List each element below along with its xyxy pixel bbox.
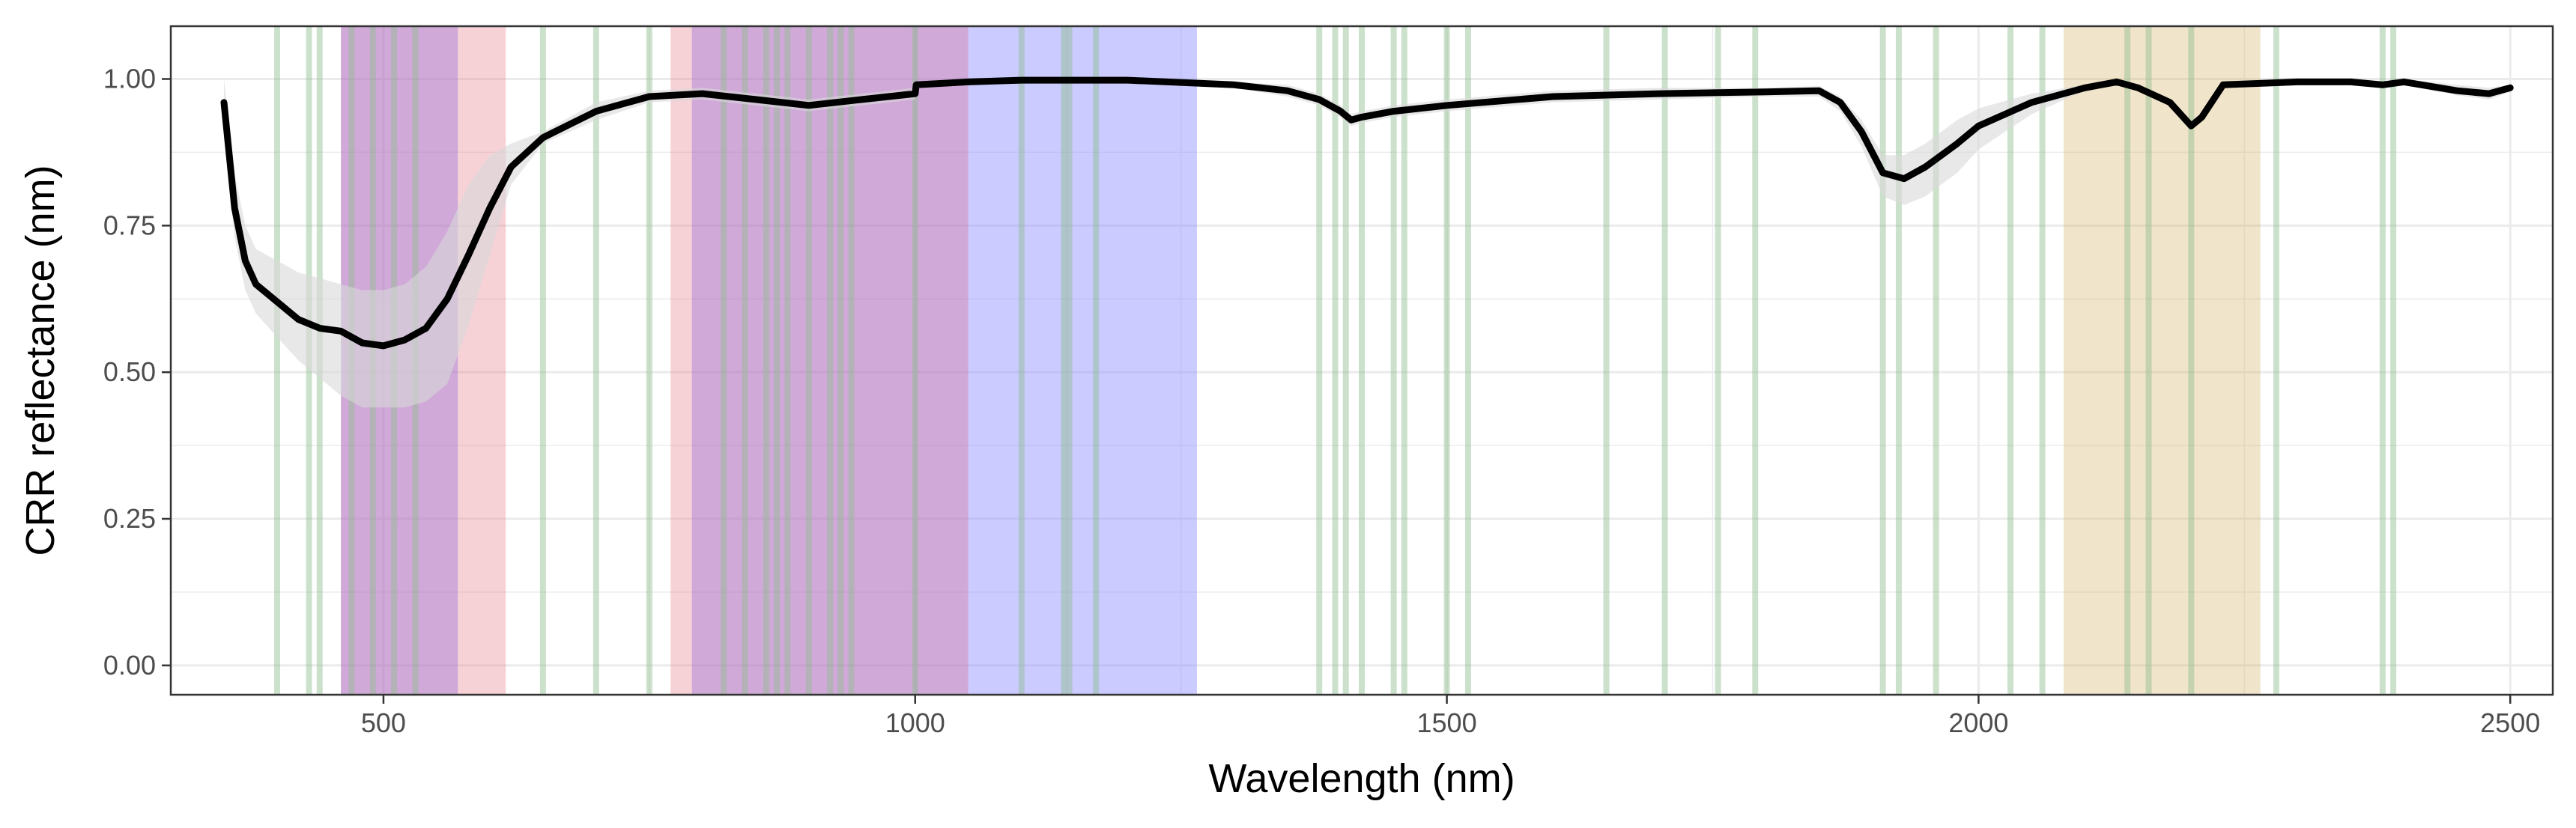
band-line bbox=[774, 26, 781, 695]
band-line bbox=[1464, 26, 1471, 695]
series-line bbox=[220, 76, 2514, 350]
x-tick-label: 1000 bbox=[885, 707, 945, 738]
x-tick-label: 2500 bbox=[2480, 707, 2540, 738]
y-tick-label: 0.25 bbox=[103, 503, 156, 534]
band-line bbox=[763, 26, 769, 695]
shaded-band bbox=[458, 26, 506, 695]
band-line bbox=[273, 26, 280, 695]
band-line bbox=[1332, 26, 1339, 695]
x-axis-title: Wavelength (nm) bbox=[1208, 756, 1515, 801]
band-line bbox=[2039, 26, 2046, 695]
band-line bbox=[1879, 26, 1886, 695]
band-line bbox=[837, 26, 844, 695]
band-line bbox=[742, 26, 748, 695]
band-line bbox=[1661, 26, 1668, 695]
shaded-band bbox=[670, 26, 692, 695]
band-line bbox=[2273, 26, 2279, 695]
band-line bbox=[1390, 26, 1397, 695]
band-line bbox=[827, 26, 834, 695]
band-line bbox=[1401, 26, 1407, 695]
band-line bbox=[784, 26, 791, 695]
band-line bbox=[1018, 26, 1025, 695]
axis-labels: 500 1000 1500 2000 2500 0.00 0.25 0.50 0.75 1.00 bbox=[103, 64, 2540, 739]
band-line bbox=[1752, 26, 1759, 695]
y-tick-label: 0.50 bbox=[103, 356, 156, 387]
band-line bbox=[593, 26, 599, 695]
band-line bbox=[805, 26, 812, 695]
y-axis-title: CRR reflectance (nm) bbox=[18, 165, 63, 555]
band-line bbox=[2007, 26, 2013, 695]
shaded-bands bbox=[341, 26, 2261, 695]
band-line bbox=[1342, 26, 1349, 695]
band-line bbox=[2379, 26, 2386, 695]
shaded-band bbox=[2063, 26, 2261, 695]
x-tick-label: 2000 bbox=[1948, 707, 2008, 738]
band-line bbox=[1933, 26, 1939, 695]
band-line bbox=[1715, 26, 1721, 695]
band-line bbox=[912, 26, 918, 695]
x-tick-label: 500 bbox=[361, 707, 406, 738]
band-line bbox=[1603, 26, 1610, 695]
band-line bbox=[1895, 26, 1902, 695]
panel-border bbox=[169, 25, 2554, 696]
band-line bbox=[2124, 26, 2131, 695]
band-line bbox=[2188, 26, 2195, 695]
band-line bbox=[1316, 26, 1323, 695]
band-line bbox=[848, 26, 855, 695]
y-tick-label: 0.75 bbox=[103, 210, 156, 240]
shaded-band bbox=[691, 26, 969, 695]
y-tick-label: 1.00 bbox=[103, 64, 156, 94]
axis-ticks bbox=[162, 78, 2512, 704]
band-line bbox=[646, 26, 652, 695]
x-tick-label: 1500 bbox=[1417, 707, 1477, 738]
band-line bbox=[1061, 26, 1067, 695]
band-line bbox=[1093, 26, 1100, 695]
band-line bbox=[539, 26, 546, 695]
y-tick-label: 0.00 bbox=[103, 650, 156, 681]
shaded-band bbox=[968, 26, 1197, 695]
mean-line bbox=[220, 76, 2514, 350]
band-line bbox=[721, 26, 727, 695]
band-line bbox=[1066, 26, 1073, 695]
band-line bbox=[1359, 26, 1365, 695]
band-line bbox=[2145, 26, 2152, 695]
band-line bbox=[2390, 26, 2397, 695]
band-line bbox=[1443, 26, 1450, 695]
